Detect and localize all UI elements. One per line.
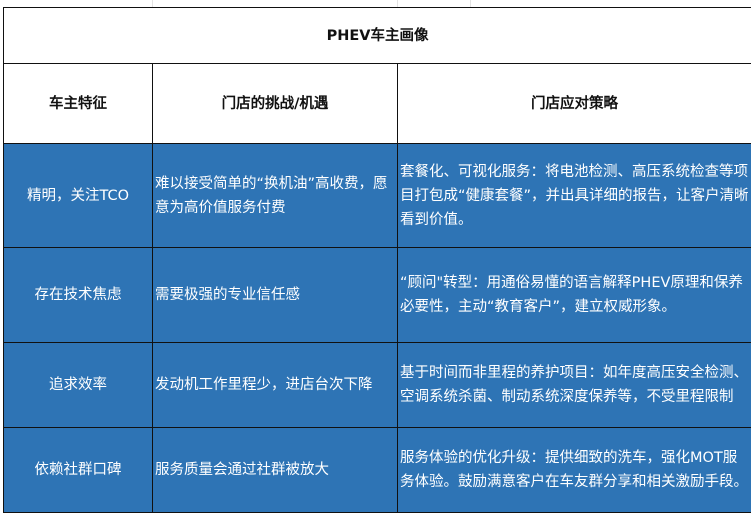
table-row: 存在技术焦虑 需要极强的专业信任感 “顾问"转型：用通俗易懂的语言解释PHEV原…	[4, 248, 751, 343]
cell-strategy: 服务体验的优化升级：提供细致的洗车，强化MOT服务体验。鼓励满意客户在车友群分享…	[398, 428, 751, 513]
header-owner-traits: 车主特征	[4, 64, 153, 144]
cell-challenge: 发动机工作里程少，进店台次下降	[153, 343, 398, 428]
cell-trait: 精明，关注TCO	[4, 144, 153, 248]
phev-owner-profile-table: PHEV车主画像 车主特征 门店的挑战/机遇 门店应对策略 精明，关注TCO 难…	[3, 7, 751, 513]
cell-trait: 依赖社群口碑	[4, 428, 153, 513]
header-strategies: 门店应对策略	[398, 64, 751, 144]
table-row: 追求效率 发动机工作里程少，进店台次下降 基于时间而非里程的养护项目：如年度高压…	[4, 343, 751, 428]
cell-challenge: 服务质量会通过社群被放大	[153, 428, 398, 513]
table-title: PHEV车主画像	[4, 8, 751, 64]
table-row: 依赖社群口碑 服务质量会通过社群被放大 服务体验的优化升级：提供细致的洗车，强化…	[4, 428, 751, 513]
cell-challenge: 需要极强的专业信任感	[153, 248, 398, 343]
cell-challenge: 难以接受简单的“换机油”高收费，愿意为高价值服务付费	[153, 144, 398, 248]
cell-strategy: “顾问"转型：用通俗易懂的语言解释PHEV原理和保养必要性，主动“教育客户”，建…	[398, 248, 751, 343]
cell-trait: 追求效率	[4, 343, 153, 428]
cell-strategy: 基于时间而非里程的养护项目：如年度高压安全检测、空调系统杀菌、制动系统深度保养等…	[398, 343, 751, 428]
sheet-gridline-strip	[0, 0, 751, 7]
cell-trait: 存在技术焦虑	[4, 248, 153, 343]
cell-strategy: 套餐化、可视化服务：将电池检测、高压系统检查等项目打包成“健康套餐”，并出具详细…	[398, 144, 751, 248]
header-challenges: 门店的挑战/机遇	[153, 64, 398, 144]
table-row: 精明，关注TCO 难以接受简单的“换机油”高收费，愿意为高价值服务付费 套餐化、…	[4, 144, 751, 248]
